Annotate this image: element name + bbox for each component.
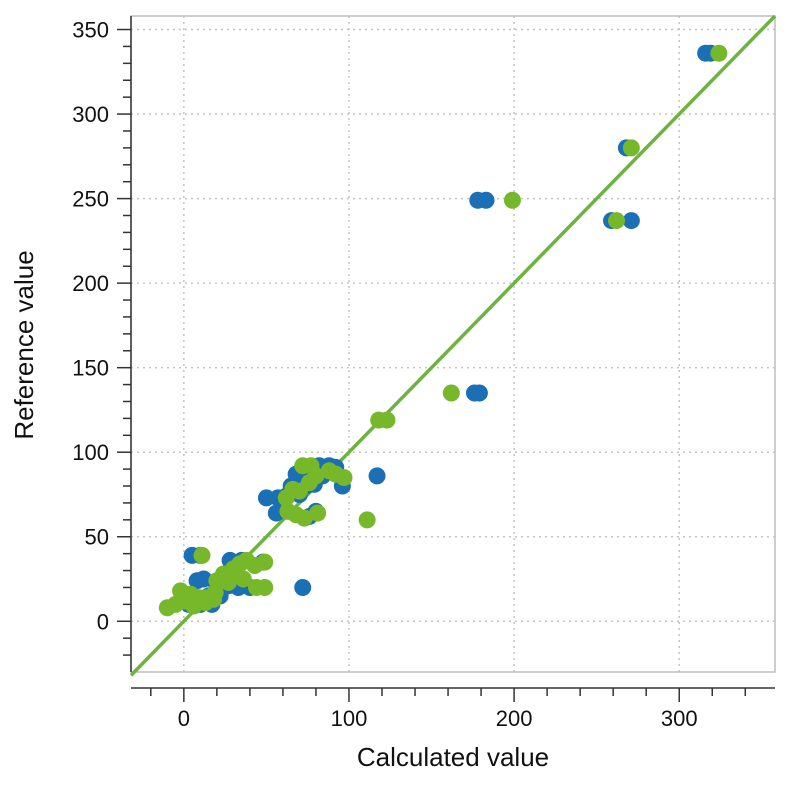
green-data-point bbox=[358, 511, 376, 529]
x-axis: 0 100 200 300 bbox=[131, 687, 775, 731]
y-tick-label: 350 bbox=[72, 18, 109, 43]
y-tick-label: 0 bbox=[97, 609, 109, 634]
green-data-point bbox=[256, 553, 274, 571]
green-data-point bbox=[234, 570, 252, 588]
blue-data-point bbox=[622, 212, 640, 230]
x-tick-label: 100 bbox=[331, 706, 368, 731]
y-tick-label: 50 bbox=[85, 525, 109, 550]
blue-data-point bbox=[477, 191, 495, 209]
blue-data-point bbox=[368, 467, 386, 485]
y-axis-title: Reference value bbox=[9, 250, 39, 439]
green-data-point bbox=[607, 212, 625, 230]
data-points bbox=[158, 44, 728, 617]
green-data-point bbox=[309, 504, 327, 522]
y-tick-label: 100 bbox=[72, 440, 109, 465]
green-data-point bbox=[622, 139, 640, 157]
green-data-point bbox=[193, 546, 211, 564]
y-tick-label: 200 bbox=[72, 271, 109, 296]
blue-data-point bbox=[195, 570, 213, 588]
x-axis-title: Calculated value bbox=[357, 742, 549, 772]
green-data-point bbox=[442, 384, 460, 402]
y-tick-label: 150 bbox=[72, 356, 109, 381]
x-tick-label: 200 bbox=[496, 706, 533, 731]
green-data-point bbox=[503, 191, 521, 209]
green-data-point bbox=[219, 573, 237, 591]
green-data-point bbox=[256, 578, 274, 596]
grid-lines bbox=[131, 16, 775, 672]
green-data-point bbox=[307, 467, 325, 485]
green-data-point bbox=[295, 509, 313, 527]
blue-data-point bbox=[470, 384, 488, 402]
y-tick-label: 300 bbox=[72, 102, 109, 127]
y-tick-label: 250 bbox=[72, 187, 109, 212]
x-tick-label: 0 bbox=[178, 706, 190, 731]
green-data-point bbox=[205, 590, 223, 608]
x-tick-label: 300 bbox=[661, 706, 698, 731]
blue-data-point bbox=[294, 578, 312, 596]
green-data-point bbox=[335, 469, 353, 487]
green-data-point bbox=[378, 411, 396, 429]
y-axis: 0 50 100 150 200 250 300 350 bbox=[72, 16, 132, 672]
green-data-point bbox=[710, 44, 728, 62]
